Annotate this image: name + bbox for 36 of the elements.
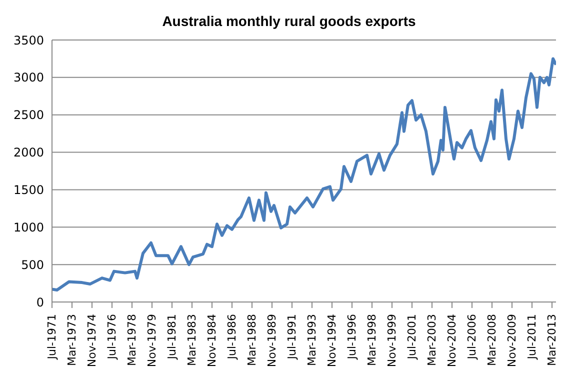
x-tick-label: Mar-1998 <box>366 314 378 366</box>
y-tick-label: 500 <box>21 258 44 272</box>
x-tick-label: Mar-1978 <box>126 314 138 366</box>
x-tick-label: Jul-1981 <box>166 314 178 360</box>
y-tick-label: 3500 <box>13 33 44 48</box>
y-tick-label: 3000 <box>13 70 44 85</box>
x-tick-label: Mar-1993 <box>306 314 318 366</box>
x-tick-label: Mar-1983 <box>186 314 198 366</box>
x-tick-label: Jul-2006 <box>466 314 478 360</box>
x-tick-label: Jul-1991 <box>286 314 298 360</box>
x-tick-label: Mar-2003 <box>426 314 438 366</box>
y-tick-label: 1000 <box>13 220 44 234</box>
x-tick-label: Mar-1973 <box>66 314 78 366</box>
x-tick-label: Jul-1976 <box>106 314 118 360</box>
x-tick-label: Jul-1996 <box>346 314 358 360</box>
line-series <box>52 57 556 292</box>
y-tick-label: 0 <box>36 295 44 310</box>
chart-title: Australia monthly rural goods exports <box>161 12 417 31</box>
x-tick-label: Nov-2009 <box>506 314 518 368</box>
x-tick-label: Nov-2004 <box>446 314 458 368</box>
x-tick-label: Mar-1988 <box>246 314 258 366</box>
x-tick-label: Jul-1971 <box>46 314 58 360</box>
x-tick-label: Mar-2008 <box>486 314 498 366</box>
x-tick-label: Nov-1984 <box>206 314 218 368</box>
y-tick-label: 1500 <box>13 182 44 197</box>
y-tick-label: 2000 <box>13 146 44 160</box>
x-tick-label: Nov-1989 <box>266 314 278 368</box>
x-tick-label: Mar-2013 <box>546 314 558 366</box>
x-tick-label: Nov-1999 <box>386 314 398 368</box>
x-tick-label: Jul-2011 <box>526 314 538 360</box>
x-tick-label: Jul-2001 <box>406 314 418 360</box>
y-tick-label: 2500 <box>13 108 44 122</box>
x-tick-label: Jul-1986 <box>226 314 238 360</box>
x-tick-label: Nov-1979 <box>146 314 158 368</box>
x-tick-label: Nov-1994 <box>326 314 338 368</box>
x-tick-label: Nov-1974 <box>86 314 98 368</box>
